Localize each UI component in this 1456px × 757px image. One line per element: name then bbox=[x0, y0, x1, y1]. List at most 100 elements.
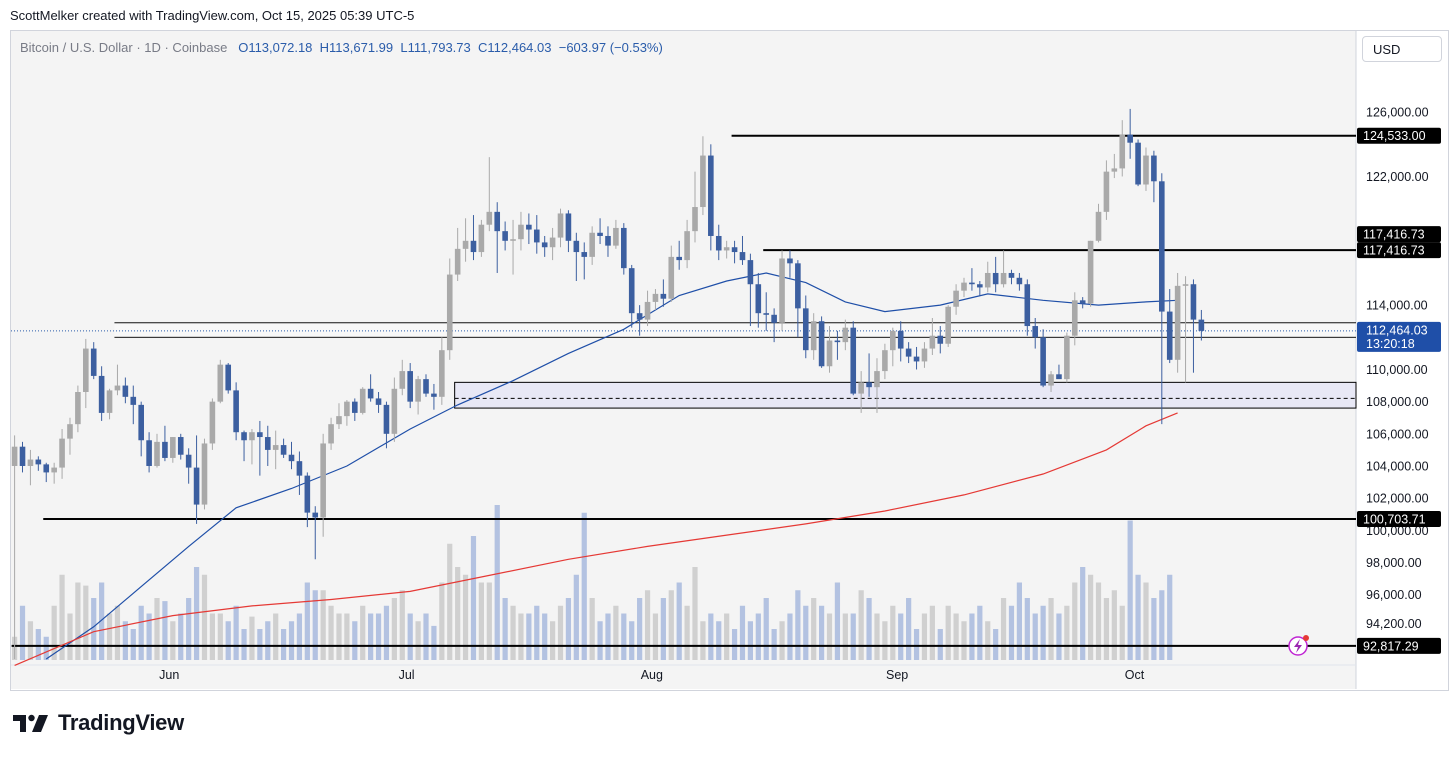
candle bbox=[344, 400, 350, 426]
volume-bar bbox=[668, 590, 674, 660]
candle bbox=[621, 223, 627, 275]
candle bbox=[1103, 160, 1110, 220]
candle-body bbox=[1159, 181, 1165, 312]
lightning-icon[interactable] bbox=[1288, 635, 1309, 656]
candle bbox=[961, 277, 967, 298]
volume-bar bbox=[193, 567, 200, 660]
candle-body bbox=[431, 393, 437, 397]
candle bbox=[154, 433, 160, 468]
volume-bar bbox=[716, 621, 722, 660]
candle bbox=[977, 281, 983, 296]
volume-bar bbox=[708, 613, 714, 660]
candle-body bbox=[818, 321, 825, 367]
volume-bar bbox=[1080, 567, 1086, 660]
candle-body bbox=[201, 443, 208, 505]
price-tick-label: 122,000.00 bbox=[1366, 170, 1429, 184]
candle-body bbox=[304, 475, 311, 513]
candle bbox=[834, 330, 841, 360]
chart-attribution: ScottMelker created with TradingView.com… bbox=[10, 8, 415, 23]
candle bbox=[312, 506, 319, 560]
last-price-label: 112,464.03 bbox=[1366, 323, 1428, 337]
level-price-label: 124,533.00 bbox=[1363, 129, 1426, 143]
time-tick-label: Sep bbox=[886, 668, 908, 682]
volume-bar bbox=[1008, 605, 1015, 660]
candle bbox=[83, 338, 89, 409]
price-tick-label: 126,000.00 bbox=[1366, 106, 1429, 120]
volume-bar bbox=[470, 536, 477, 660]
candle bbox=[1079, 297, 1086, 309]
candle bbox=[660, 279, 667, 307]
volume-bar bbox=[296, 613, 303, 660]
volume-bar bbox=[99, 582, 105, 660]
candle-body bbox=[1127, 134, 1133, 143]
time-tick-label: Oct bbox=[1125, 668, 1145, 682]
candle-body bbox=[597, 232, 603, 236]
candle-body bbox=[708, 155, 714, 236]
candle bbox=[818, 316, 825, 368]
volume-bar bbox=[811, 598, 817, 660]
candle bbox=[533, 215, 540, 254]
close-value: C112,464.03 bbox=[478, 40, 552, 55]
candle bbox=[19, 441, 26, 473]
volume-bar bbox=[510, 605, 516, 660]
volume-bar bbox=[19, 605, 26, 660]
volume-bar bbox=[652, 613, 659, 660]
volume-bar bbox=[368, 613, 374, 660]
candle-body bbox=[1048, 374, 1054, 386]
volume-bar bbox=[455, 567, 461, 660]
price-axis-labels: 126,000.00 122,000.00 114,000.00 110,000.00… bbox=[1366, 106, 1429, 631]
volume-bar bbox=[288, 621, 295, 660]
candle bbox=[581, 242, 588, 280]
candle bbox=[882, 343, 888, 380]
volume-bar bbox=[763, 598, 769, 660]
low-value: L111,793.73 bbox=[400, 40, 471, 55]
currency-button[interactable]: USD bbox=[1362, 36, 1442, 62]
volume-bar bbox=[130, 629, 136, 660]
candle bbox=[122, 377, 129, 404]
candle-body bbox=[913, 356, 920, 362]
volume-bar bbox=[423, 613, 429, 660]
candle bbox=[708, 144, 714, 251]
volume-bar bbox=[328, 605, 334, 660]
candle bbox=[114, 364, 121, 396]
candle bbox=[462, 218, 469, 262]
candle bbox=[755, 272, 762, 328]
candle-body bbox=[233, 390, 239, 433]
candle bbox=[1087, 240, 1094, 307]
candle bbox=[723, 240, 730, 259]
candle bbox=[644, 290, 651, 327]
volume-bar bbox=[739, 605, 746, 660]
level-price-label: 100,703.71 bbox=[1363, 513, 1426, 527]
level-price-label: 117,416.73 bbox=[1363, 244, 1425, 258]
candle bbox=[890, 327, 896, 367]
candle bbox=[391, 377, 398, 442]
candle bbox=[272, 430, 279, 470]
candle bbox=[359, 387, 366, 415]
volume-bar bbox=[217, 613, 223, 660]
volume-bar bbox=[676, 582, 682, 660]
level-price-label-bg bbox=[1357, 226, 1441, 243]
candle-body bbox=[644, 301, 651, 320]
open-value: O113,072.18 bbox=[238, 40, 313, 55]
candle-body bbox=[193, 467, 200, 505]
candle-body bbox=[486, 211, 493, 225]
candle-body bbox=[423, 379, 429, 394]
candle-body bbox=[1198, 319, 1205, 331]
candle-body bbox=[1190, 284, 1197, 320]
volume-bar bbox=[439, 582, 445, 660]
candle bbox=[810, 313, 817, 360]
candle-body bbox=[1103, 171, 1110, 212]
volume-bar bbox=[826, 613, 833, 660]
volume-bar bbox=[700, 621, 706, 660]
candle-body bbox=[359, 388, 366, 413]
candle-body bbox=[628, 268, 635, 314]
volume-bar bbox=[122, 621, 128, 660]
candle-body bbox=[621, 227, 627, 269]
candle-body bbox=[984, 272, 991, 288]
candle-body bbox=[1079, 300, 1086, 304]
candle bbox=[375, 391, 382, 413]
volume-bar bbox=[249, 616, 255, 660]
volume-bar bbox=[51, 605, 57, 660]
candle bbox=[257, 420, 263, 476]
